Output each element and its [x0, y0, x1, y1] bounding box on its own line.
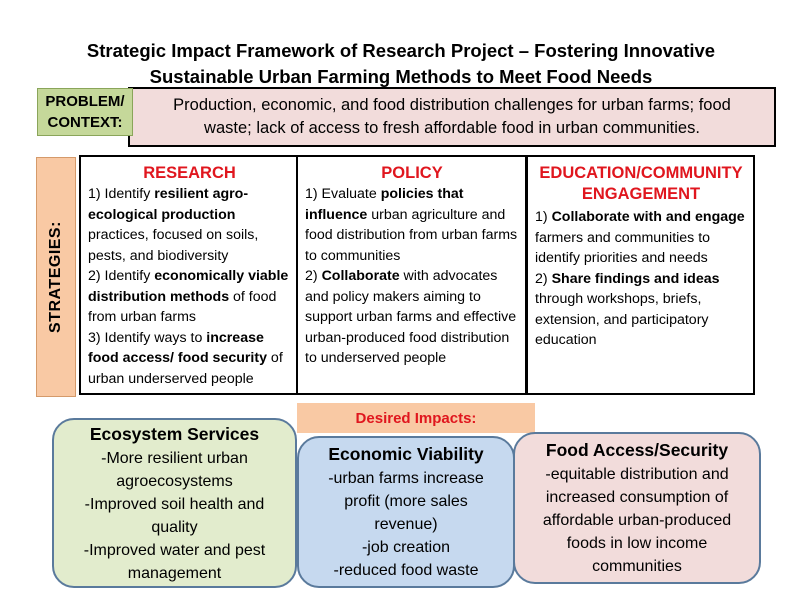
ecosystem-services-title: Ecosystem Services [89, 423, 260, 444]
policy-item-2: 2) Collaborate with advocates and policy… [305, 268, 517, 366]
strategies-label: STRATEGIES: [36, 157, 76, 397]
ecosystem-line: -More resilient urban [101, 449, 248, 467]
problem-text-line-2: waste; lack of access to fresh affordabl… [204, 119, 700, 137]
ecosystem-line: management [127, 564, 222, 582]
strategies-label-text: STRATEGIES: [47, 221, 64, 333]
economic-viability-box: Economic Viability -urban farms increase… [297, 436, 515, 588]
economic-line: -reduced food waste [333, 562, 479, 579]
economic-line: revenue) [374, 516, 438, 533]
ecosystem-line: agroecosystems [116, 472, 233, 490]
research-heading: RESEARCH [143, 164, 236, 182]
ecosystem-line: -Improved soil health and [84, 495, 265, 513]
food-access-security-box: Food Access/Security -equitable distribu… [513, 432, 761, 584]
research-item-1: 1) Identify resilient agro-ecological pr… [88, 186, 259, 264]
food-line: affordable urban-produced [542, 512, 732, 529]
food-line: -equitable distribution and [545, 466, 729, 483]
ecosystem-line: quality [151, 518, 198, 536]
page-title: Strategic Impact Framework of Research P… [40, 38, 762, 90]
desired-impacts-label: Desired Impacts: [297, 403, 535, 433]
food-line: increased consumption of [545, 489, 729, 506]
title-line-2: Sustainable Urban Farming Methods to Mee… [149, 66, 653, 87]
education-column: EDUCATION/COMMUNITY ENGAGEMENT 1) Collabo… [526, 155, 755, 395]
problem-context-label: PROBLEM/ CONTEXT: [37, 88, 133, 136]
research-column: RESEARCH 1) Identify resilient agro-ecol… [79, 155, 299, 395]
problem-context-box: Production, economic, and food distribut… [128, 87, 776, 147]
problem-label-line-1: PROBLEM/ [45, 93, 125, 110]
economic-line: profit (more sales [344, 493, 468, 510]
problem-text-line-1: Production, economic, and food distribut… [173, 96, 731, 114]
food-line: communities [592, 558, 682, 575]
ecosystem-line: -Improved water and pest [83, 541, 266, 559]
economic-line: -job creation [361, 539, 451, 556]
policy-item-1: 1) Evaluate policies that influence urba… [305, 186, 518, 264]
title-line-1: Strategic Impact Framework of Research P… [86, 40, 716, 61]
problem-label-line-2: CONTEXT: [47, 114, 123, 131]
food-line: foods in low income [566, 535, 708, 552]
economic-line: -urban farms increase [328, 470, 484, 487]
economic-viability-title: Economic Viability [328, 444, 484, 464]
education-heading: EDUCATION/COMMUNITY ENGAGEMENT [539, 164, 743, 203]
ecosystem-services-box: Ecosystem Services -More resilient urban… [52, 418, 297, 588]
policy-column: POLICY 1) Evaluate policies that influen… [296, 155, 527, 395]
education-item-2: 2) Share findings and ideas through work… [535, 270, 720, 349]
research-item-3: 3) Identify ways to increase food access… [88, 329, 283, 387]
education-item-1: 1) Collaborate with and engage farmers a… [535, 209, 745, 266]
food-access-security-title: Food Access/Security [545, 440, 729, 460]
policy-heading: POLICY [381, 164, 443, 182]
research-item-2: 2) Identify economically viable distribu… [88, 268, 289, 325]
